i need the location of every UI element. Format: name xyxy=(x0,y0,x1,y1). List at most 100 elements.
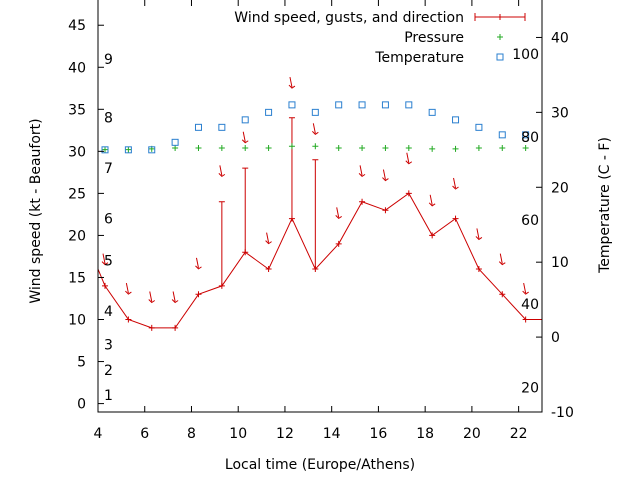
wind-direction-arrow xyxy=(335,207,342,220)
y2-tick-label: 10 xyxy=(551,255,569,271)
axes: 4 6 8 10 12 14 16 18 20 22051015202530354045-1001… xyxy=(68,0,574,442)
pressure-point xyxy=(359,144,366,151)
wind-direction-arrow xyxy=(148,291,156,304)
pressure-point xyxy=(452,145,459,152)
y2-tick-label: 20 xyxy=(551,180,569,196)
gust-bar xyxy=(242,167,249,253)
wind-point xyxy=(405,190,412,197)
x-tick-label: 14 xyxy=(323,426,341,442)
wind-point xyxy=(102,282,109,289)
temperature-point xyxy=(358,101,366,109)
pressure-point xyxy=(429,145,436,152)
wind-direction-arrow xyxy=(405,152,413,165)
temperature-point xyxy=(452,116,460,124)
wind-point xyxy=(172,324,179,331)
fahrenheit-label: 100 xyxy=(512,47,539,63)
temperature-point xyxy=(148,146,156,154)
temperature-point xyxy=(241,116,249,124)
gust-bar xyxy=(288,117,295,219)
fahrenheit-label: 80 xyxy=(521,130,539,146)
beaufort-label: 4 xyxy=(104,304,113,320)
pressure-point xyxy=(218,144,225,151)
pressure-point xyxy=(522,144,529,151)
temperature-point xyxy=(171,138,179,146)
x-tick-label: 4 xyxy=(94,426,103,442)
temperature-point xyxy=(335,101,343,109)
wind-point xyxy=(429,232,436,239)
beaufort-label: 1 xyxy=(104,388,113,404)
pressure-point xyxy=(172,144,179,151)
y-tick-label: 40 xyxy=(68,60,86,76)
temperature-point xyxy=(428,108,436,116)
x-tick-label: 20 xyxy=(463,426,481,442)
x-tick-label: 6 xyxy=(140,426,149,442)
beaufort-label: 5 xyxy=(104,254,113,270)
temperature-point xyxy=(124,146,132,154)
temperature-point xyxy=(265,108,273,116)
legend-label: Temperature xyxy=(374,50,464,66)
pressure-point xyxy=(242,144,249,151)
wind-direction-arrow xyxy=(101,253,109,266)
temperature-point xyxy=(311,108,319,116)
pressure-point xyxy=(475,144,482,151)
y-tick-label: 25 xyxy=(68,186,86,202)
pressure-point xyxy=(335,144,342,151)
x-axis-label: Local time (Europe/Athens) xyxy=(225,457,415,473)
temperature-point xyxy=(498,131,506,139)
pressure-point xyxy=(125,146,132,153)
x-tick-label: 12 xyxy=(276,426,294,442)
wind-direction-arrow xyxy=(125,282,132,295)
wind-direction-arrow xyxy=(288,76,296,89)
beaufort-label: 3 xyxy=(104,338,113,354)
y-tick-label: 10 xyxy=(68,313,86,329)
gust-bar xyxy=(218,201,225,286)
y2-tick-label: 0 xyxy=(551,330,560,346)
wind-direction-arrow xyxy=(171,291,179,304)
temperature-point xyxy=(218,123,226,131)
wind-point xyxy=(475,266,482,273)
gust-bar xyxy=(312,159,319,270)
temperature-point xyxy=(522,131,530,139)
wind-direction-arrow xyxy=(311,123,319,135)
wind-point xyxy=(452,215,459,222)
y-tick-label: 45 xyxy=(68,18,86,34)
wind-direction-arrow xyxy=(382,169,389,182)
wind-direction-arrow xyxy=(522,282,529,295)
y2-tick-label: 30 xyxy=(551,105,569,121)
beaufort-label: 6 xyxy=(104,212,113,228)
wind-direction-arrow xyxy=(265,232,272,245)
plot-lines xyxy=(97,76,542,331)
y-tick-label: 35 xyxy=(68,102,86,118)
y-tick-label: 5 xyxy=(77,355,86,371)
wind-point xyxy=(522,316,529,323)
legend-label: Pressure xyxy=(404,30,464,46)
temperature-point xyxy=(101,146,109,154)
legend-pressure-sample xyxy=(497,34,503,40)
y-tick-label: 0 xyxy=(77,397,86,413)
fahrenheit-label: 40 xyxy=(521,297,539,313)
beaufort-label: 2 xyxy=(104,363,113,379)
y2-axis-label: Temperature (C - F) xyxy=(597,137,613,274)
pressure-point xyxy=(102,146,109,153)
temperature-point xyxy=(475,123,483,131)
wind-point xyxy=(148,324,155,331)
wind-direction-arrow xyxy=(195,257,202,270)
y2-tick-label: 40 xyxy=(551,30,569,46)
legend-label: Wind speed, gusts, and direction xyxy=(234,10,464,26)
wind-speed-line xyxy=(97,192,542,329)
pressure-point xyxy=(405,144,412,151)
x-tick-label: 22 xyxy=(510,426,528,442)
temperature-point xyxy=(288,101,296,109)
fahrenheit-label: 20 xyxy=(521,380,539,396)
wind-direction-arrow xyxy=(475,228,483,241)
wind-point xyxy=(359,198,366,205)
wind-direction-arrow xyxy=(358,165,366,178)
x-tick-label: 10 xyxy=(229,426,247,442)
wind-point xyxy=(382,207,389,214)
x-tick-label: 18 xyxy=(416,426,434,442)
temperature-point xyxy=(381,101,389,109)
legend-wind-sample xyxy=(474,13,526,21)
pressure-point xyxy=(195,144,202,151)
legend-temperature-sample xyxy=(496,53,504,61)
